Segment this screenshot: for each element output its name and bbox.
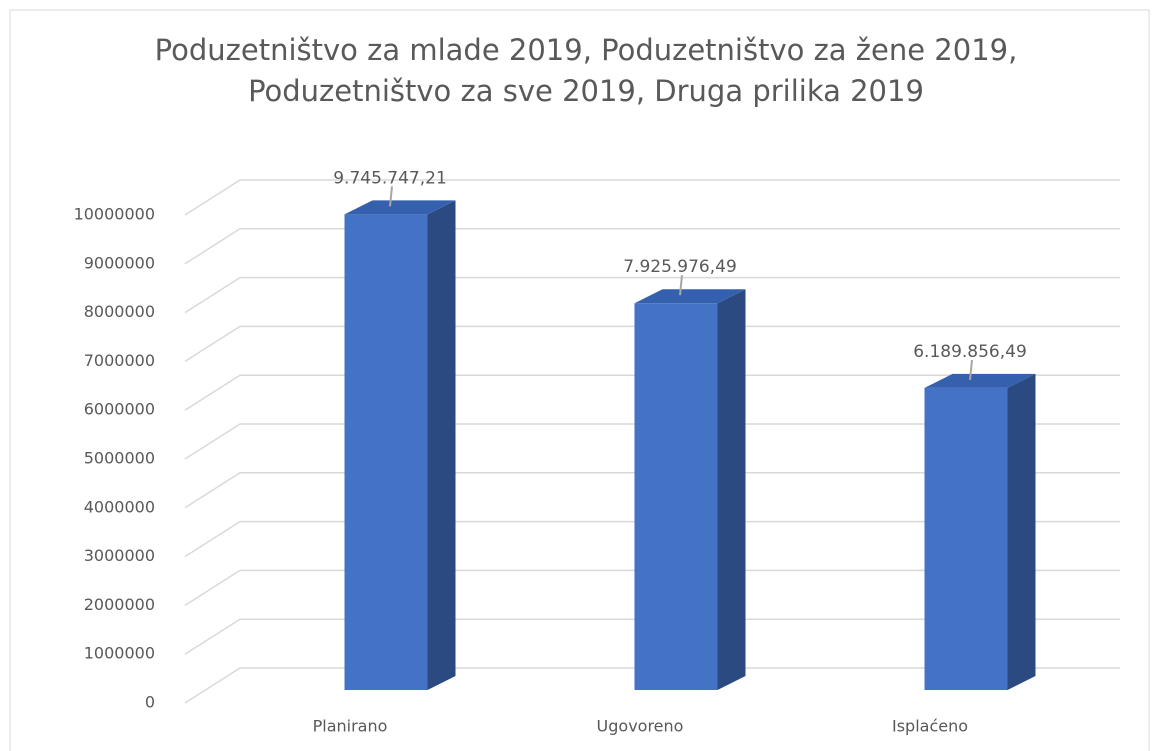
grid-line — [184, 472, 1120, 509]
leader-line — [969, 359, 973, 381]
grid-line — [184, 618, 1120, 655]
y-tick-label: 6000000 — [84, 400, 155, 419]
x-tick-label: Ugovoreno — [597, 717, 684, 736]
grid-line — [184, 325, 1120, 363]
y-tick-label: 7000000 — [84, 351, 155, 370]
y-tick-label: 0 — [145, 693, 155, 712]
bar-top — [634, 289, 746, 304]
bar-side — [427, 200, 456, 690]
bar-front — [344, 214, 428, 690]
leader-line — [389, 186, 393, 207]
y-tick-label: 8000000 — [84, 302, 155, 321]
bar — [634, 289, 746, 690]
value-label: 9.745.747,21 — [333, 168, 447, 188]
leader-line — [679, 275, 683, 296]
grid-line — [184, 520, 1120, 558]
value-label: 6.189.856,49 — [913, 342, 1027, 362]
grid-line — [184, 667, 1120, 704]
x-tick-label: Isplaćeno — [892, 717, 968, 736]
grid-line — [184, 276, 1120, 314]
y-tick-label: 3000000 — [84, 546, 155, 565]
y-tick-label: 4000000 — [84, 497, 155, 516]
grid-line — [184, 374, 1120, 411]
bar-top — [924, 373, 1036, 388]
bar — [924, 373, 1036, 690]
grid-line — [184, 179, 1120, 216]
value-label: 7.925.976,49 — [623, 257, 737, 277]
y-tick-label: 9000000 — [84, 253, 155, 272]
x-tick-label: Planirano — [313, 717, 388, 736]
bar-front — [634, 303, 718, 690]
chart-title: Poduzetništvo za mlade 2019, Poduzetništ… — [154, 33, 1018, 108]
y-tick-label: 10000000 — [74, 205, 155, 224]
grid-line — [184, 569, 1120, 607]
y-tick-label: 5000000 — [84, 449, 155, 468]
bar-side — [717, 289, 746, 690]
chart-border — [9, 9, 1150, 751]
grid-line — [184, 228, 1120, 265]
grid-line — [184, 423, 1120, 460]
y-tick-label: 2000000 — [84, 595, 155, 614]
bar — [344, 200, 456, 690]
bar-side — [1007, 373, 1036, 690]
y-tick-label: 1000000 — [84, 644, 155, 663]
bar-top — [344, 200, 456, 215]
bar-front — [924, 387, 1008, 690]
